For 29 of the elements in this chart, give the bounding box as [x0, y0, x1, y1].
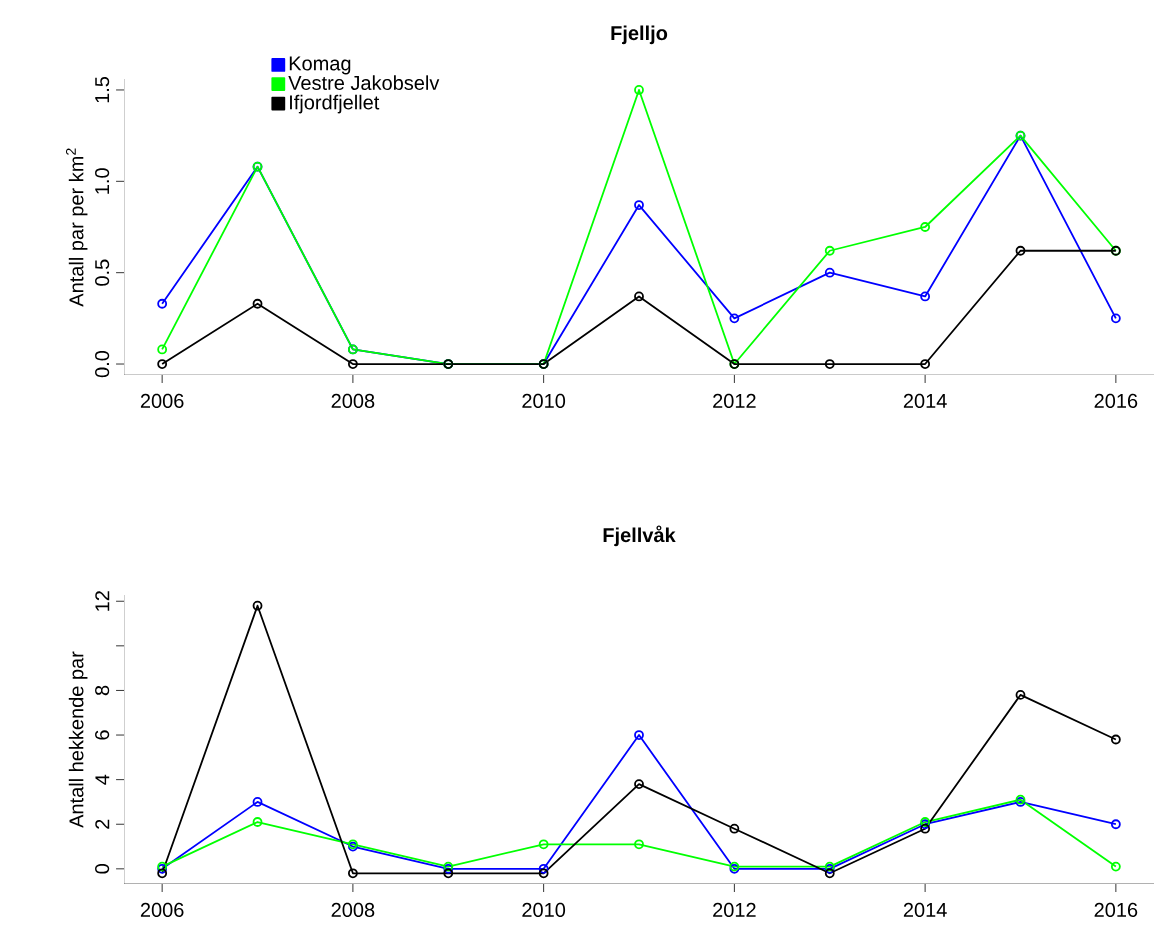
- y-tick-label: 0.0: [95, 350, 110, 378]
- x-tick-label: 2010: [522, 393, 566, 409]
- y-tick-label: 0: [95, 864, 110, 874]
- x-tick-label: 2012: [713, 902, 756, 918]
- y-tick-label: 6: [95, 730, 110, 740]
- x-tick-label: 2014: [903, 902, 947, 918]
- legend-label: Ifjordfjellet: [290, 94, 380, 114]
- y-tick-label: 1.0: [95, 168, 110, 194]
- y-tick-label: 12: [95, 591, 110, 611]
- x-tick-label: 2012: [713, 393, 756, 409]
- x-tick-label: 2006: [140, 393, 184, 409]
- y-tick-label: 0.5: [95, 259, 110, 286]
- x-tick-label: 2016: [1094, 393, 1138, 409]
- y-axis-title: Antall hekkende par: [68, 651, 88, 828]
- y-axis-title: Antall par per km$^{2}$: [65, 148, 88, 307]
- y-tick-label: 1.5: [95, 76, 110, 103]
- y-tick-label: 8: [95, 685, 110, 696]
- x-tick-label: 2014: [903, 393, 947, 409]
- chart-title: Fjellvåk: [603, 525, 676, 547]
- legend-label: Vestre Jakobselv: [288, 75, 440, 90]
- y-tick-label: 4: [95, 774, 110, 785]
- x-tick-label: 2016: [1094, 902, 1138, 918]
- legend-label: Komag: [289, 56, 351, 75]
- x-tick-label: 2008: [331, 902, 375, 918]
- x-tick-label: 2010: [522, 902, 566, 918]
- x-tick-label: 2008: [331, 393, 375, 409]
- x-tick-label: 2006: [140, 902, 184, 918]
- y-tick-label: 2: [95, 819, 110, 829]
- chart-title: Fjelljo: [611, 25, 668, 45]
